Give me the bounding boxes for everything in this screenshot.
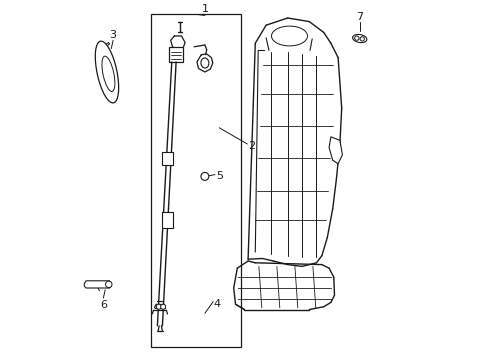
Circle shape (359, 37, 364, 41)
Text: 3: 3 (109, 30, 116, 40)
Text: 4: 4 (213, 299, 221, 309)
Ellipse shape (271, 26, 307, 46)
Circle shape (156, 304, 161, 309)
Text: 2: 2 (247, 141, 255, 151)
Polygon shape (84, 281, 111, 288)
Circle shape (354, 36, 358, 40)
Polygon shape (328, 137, 342, 164)
Text: 1: 1 (201, 4, 208, 14)
Ellipse shape (352, 35, 366, 42)
Text: 6: 6 (100, 300, 107, 310)
Circle shape (105, 281, 112, 288)
Ellipse shape (102, 56, 115, 91)
Ellipse shape (201, 58, 208, 68)
Text: 7: 7 (355, 12, 363, 22)
Text: 5: 5 (215, 171, 222, 181)
Bar (162, 212, 173, 228)
Circle shape (160, 304, 165, 309)
Circle shape (201, 172, 208, 180)
Ellipse shape (95, 41, 119, 103)
Bar (168, 47, 182, 62)
Bar (162, 152, 172, 165)
Bar (151, 14, 241, 347)
